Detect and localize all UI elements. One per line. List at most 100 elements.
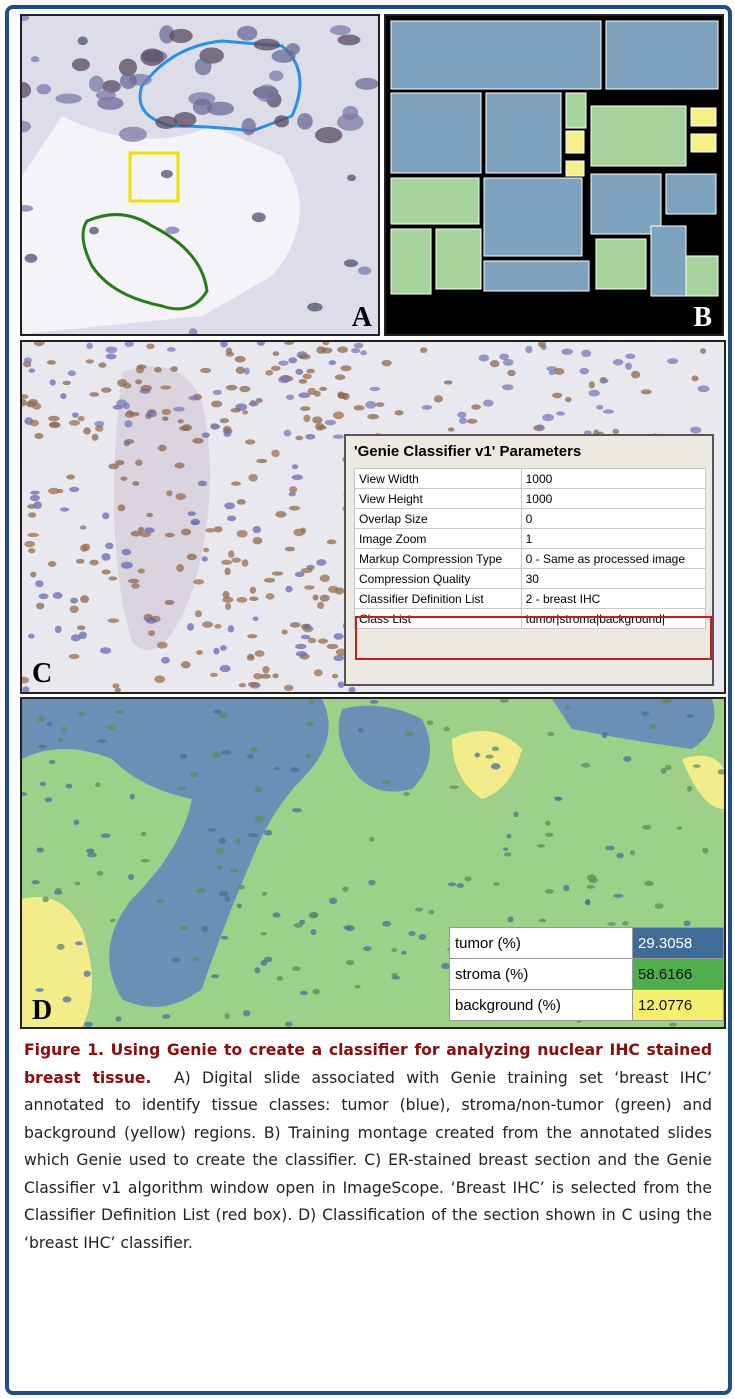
nucleus: [202, 432, 210, 438]
nucleus: [106, 346, 118, 353]
nucleus: [140, 49, 163, 67]
nucleus: [60, 507, 69, 511]
nucleus: [299, 354, 311, 360]
nucleus: [216, 865, 222, 870]
nucleus: [219, 838, 226, 844]
nucleus: [102, 512, 109, 519]
nucleus: [507, 370, 516, 376]
nucleus: [254, 967, 260, 973]
nucleus: [459, 418, 467, 424]
nucleus: [700, 348, 706, 354]
nucleus: [165, 533, 175, 538]
nucleus: [381, 780, 390, 784]
nucleus: [173, 407, 184, 412]
nucleus: [265, 370, 273, 376]
nucleus: [288, 357, 297, 363]
parameter-value: 1: [521, 529, 705, 549]
nucleus: [401, 951, 407, 955]
page: A B 'Genie Classifier v1' Parameters Vie…: [0, 0, 735, 1399]
nucleus: [503, 847, 508, 851]
parameter-name: View Width: [355, 469, 522, 489]
nucleus: [286, 395, 294, 400]
nucleus: [198, 481, 208, 487]
nucleus: [66, 784, 73, 789]
nucleus: [162, 409, 172, 415]
nucleus: [272, 912, 280, 917]
nucleus: [27, 533, 39, 537]
nucleus: [125, 411, 135, 418]
nucleus: [368, 880, 375, 885]
nucleus: [55, 93, 82, 103]
nucleus: [178, 419, 184, 423]
nucleus: [48, 561, 56, 567]
nucleus: [31, 56, 40, 62]
nucleus: [80, 525, 87, 529]
nucleus: [422, 405, 433, 410]
nucleus: [97, 739, 107, 743]
class-percent: 29.3058: [633, 928, 724, 959]
nucleus: [221, 750, 231, 755]
caption: Figure 1. Using Genie to create a classi…: [24, 1037, 712, 1257]
nucleus: [205, 528, 215, 533]
nucleus: [363, 946, 372, 951]
nucleus: [491, 763, 501, 769]
nucleus: [220, 418, 229, 423]
nucleus: [257, 342, 265, 346]
nucleus: [74, 820, 80, 825]
nucleus: [164, 600, 174, 605]
nucleus: [34, 342, 45, 346]
nucleus: [499, 353, 509, 359]
nucleus: [141, 859, 150, 863]
nucleus: [157, 642, 168, 649]
nucleus: [492, 746, 499, 751]
parameter-row: Classifier Definition List2 - breast IHC: [355, 589, 706, 609]
nucleus: [160, 385, 171, 389]
nucleus: [333, 435, 344, 439]
caption-body: A) Digital slide associated with Genie t…: [24, 1069, 712, 1252]
nucleus: [193, 957, 199, 961]
nucleus: [262, 892, 267, 896]
nucleus: [328, 586, 338, 593]
parameter-name: View Height: [355, 489, 522, 509]
nucleus: [290, 622, 301, 628]
nucleus: [486, 755, 494, 759]
nucleus: [68, 370, 76, 376]
nucleus: [243, 1010, 251, 1016]
nucleus: [306, 722, 313, 727]
nucleus: [554, 368, 565, 375]
nucleus: [128, 874, 134, 880]
nucleus: [193, 99, 212, 115]
nucleus: [306, 754, 312, 758]
nucleus: [245, 439, 255, 444]
nucleus: [475, 753, 480, 758]
nucleus: [22, 394, 28, 399]
training-tile: [691, 108, 716, 126]
nucleus: [290, 767, 300, 772]
nucleus: [448, 427, 455, 431]
nucleus: [24, 541, 35, 547]
nucleus: [306, 369, 315, 374]
nucleus: [135, 379, 142, 384]
nucleus: [224, 568, 230, 576]
nucleus: [223, 426, 231, 432]
nucleus: [57, 944, 65, 950]
nucleus: [333, 411, 344, 419]
nucleus: [108, 618, 120, 623]
nucleus: [285, 586, 292, 593]
nucleus: [272, 571, 284, 575]
nucleus: [337, 114, 363, 131]
nucleus: [179, 926, 188, 930]
nucleus: [686, 714, 695, 718]
nucleus: [369, 837, 374, 842]
nucleus: [89, 76, 104, 92]
nucleus: [156, 899, 164, 903]
nucleus: [370, 387, 381, 391]
nucleus: [89, 392, 99, 397]
panel-a: A: [20, 14, 380, 336]
nucleus: [38, 745, 46, 749]
nucleus: [304, 585, 314, 590]
nucleus: [300, 991, 307, 995]
nucleus: [340, 365, 351, 371]
nucleus: [235, 838, 240, 844]
